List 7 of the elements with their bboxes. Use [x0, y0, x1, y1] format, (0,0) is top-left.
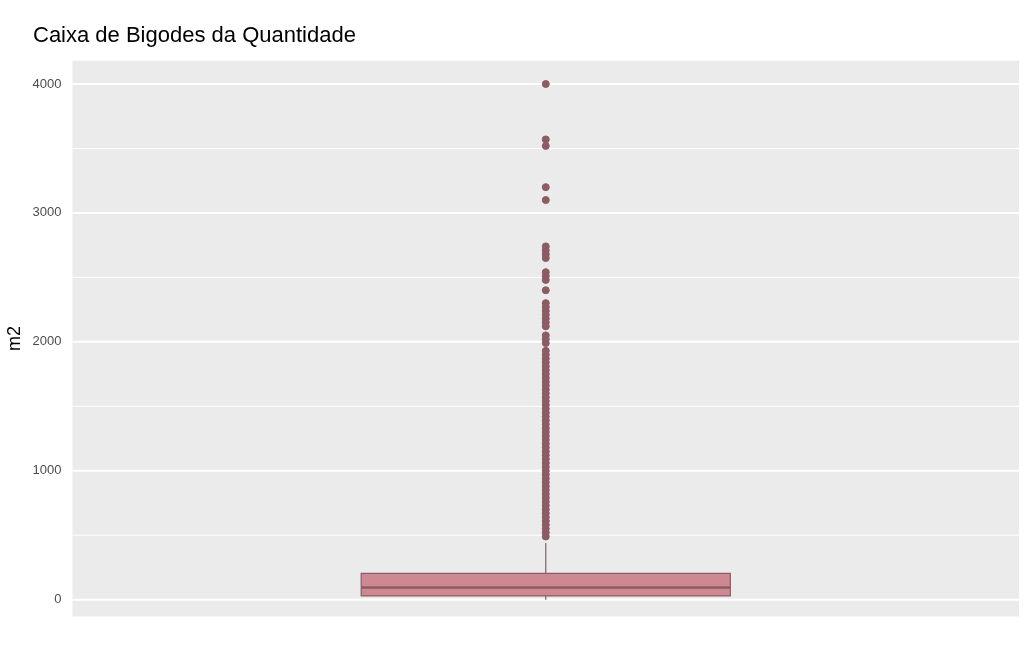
y-tick-label: 2000: [32, 333, 62, 349]
y-tick-label: 0: [54, 591, 62, 607]
y-tick-label: 1000: [32, 462, 62, 478]
chart-title: Caixa de Bigodes da Quantidade: [33, 22, 356, 48]
y-axis-title: m2: [3, 326, 24, 352]
y-tick-label: 3000: [32, 204, 62, 220]
y-tick-label: 4000: [32, 75, 62, 91]
